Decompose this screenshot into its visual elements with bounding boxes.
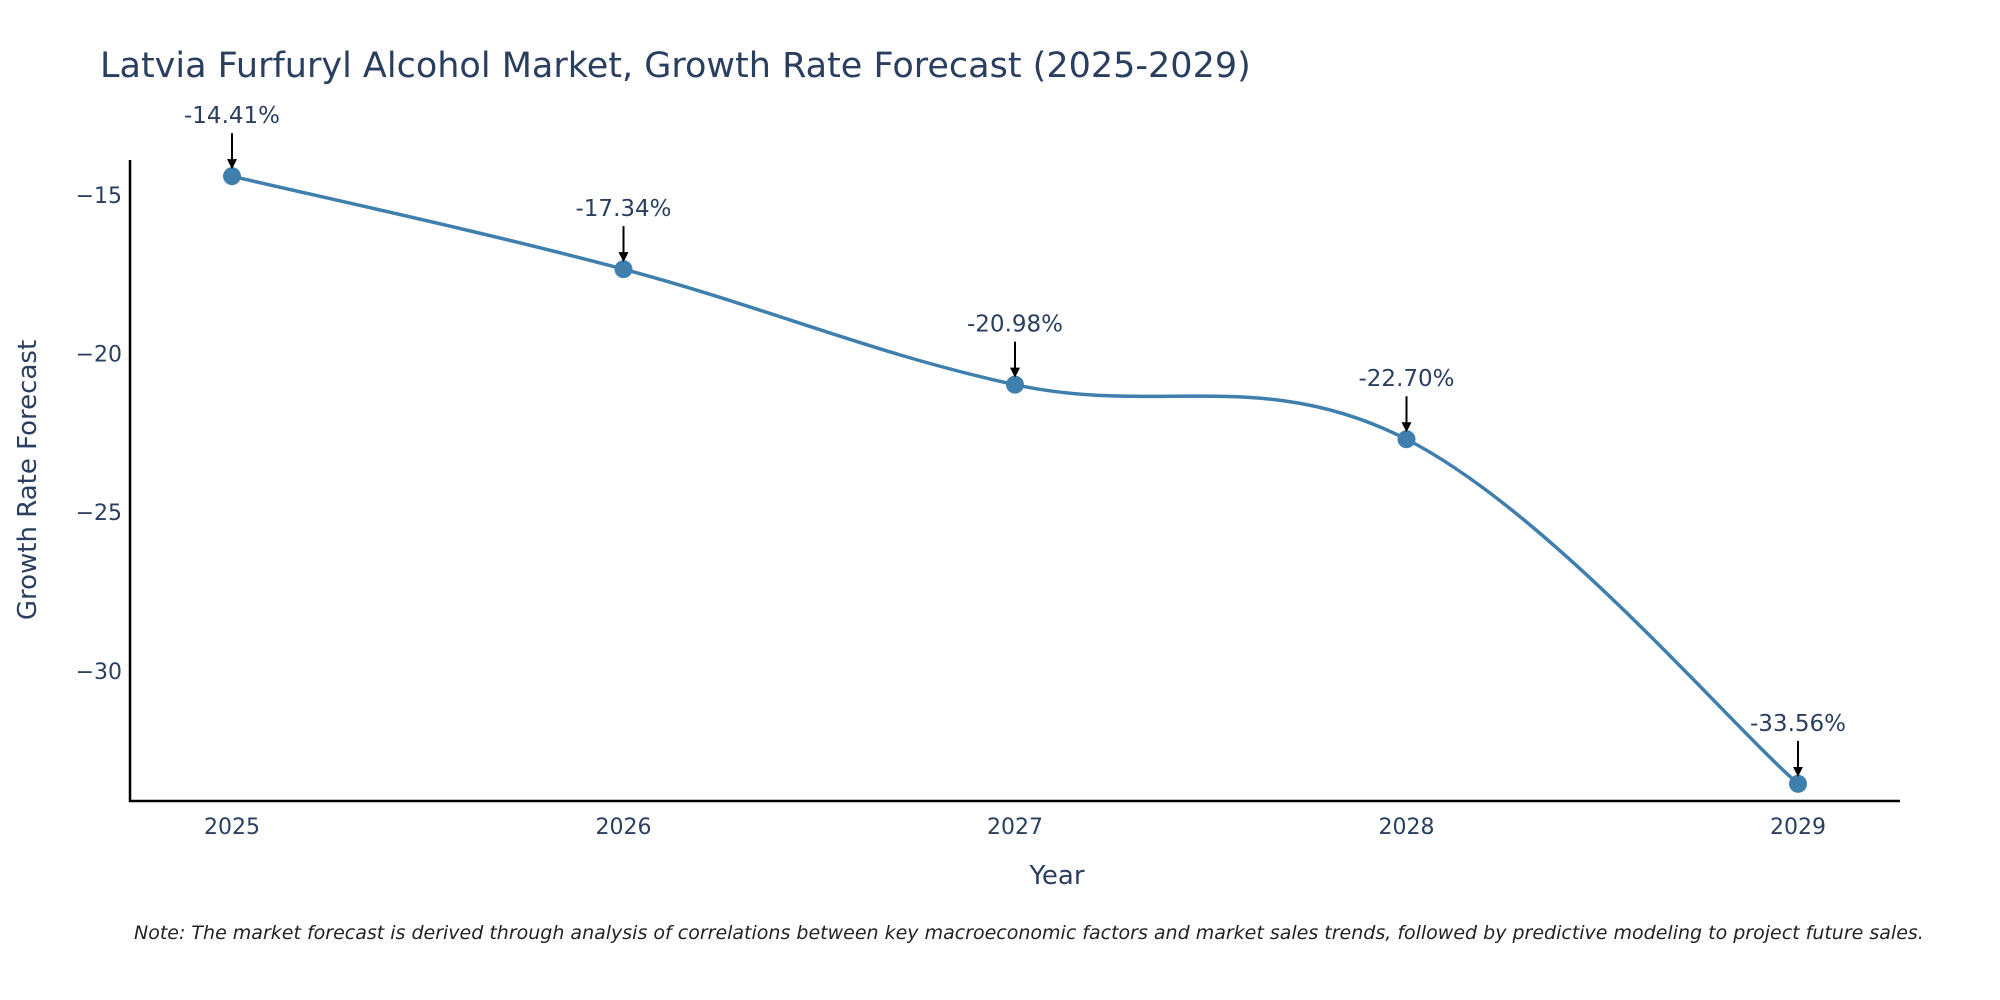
axes <box>128 160 1900 803</box>
data-label: -20.98% <box>967 312 1063 338</box>
data-point <box>1397 430 1416 449</box>
y-tick-label: −30 <box>76 660 122 685</box>
x-tick-label: 2027 <box>987 815 1043 840</box>
data-point <box>614 260 633 279</box>
x-tick-label: 2025 <box>204 815 260 840</box>
data-label: -14.41% <box>184 103 280 129</box>
y-tick-label: −25 <box>76 501 122 526</box>
data-point <box>1006 375 1024 394</box>
y-tick-label: −20 <box>76 343 122 368</box>
footnote: Note: The market forecast is derived thr… <box>134 922 1924 944</box>
chart-title: Latvia Furfuryl Alcohol Market, Growth R… <box>100 46 1251 86</box>
x-tick-label: 2028 <box>1379 815 1435 840</box>
data-label: -33.56% <box>1750 711 1846 737</box>
x-tick-label: 2029 <box>1770 815 1826 840</box>
y-tick-label: −15 <box>76 184 122 209</box>
data-labels: -14.41% -17.34% -20.98% -22.70% -33.56% <box>184 103 1846 777</box>
data-point <box>1789 774 1807 793</box>
ticks: −15 −20 −25 −30 2025 2026 2027 2028 2029 <box>76 184 1826 840</box>
data-point <box>223 167 241 186</box>
data-label: -17.34% <box>576 196 672 222</box>
y-axis-title: Growth Rate Forecast <box>13 340 43 620</box>
data-label: -22.70% <box>1359 366 1455 392</box>
x-axis-title: Year <box>1028 861 1084 891</box>
series-line <box>231 174 1800 786</box>
series <box>223 167 1807 793</box>
x-tick-label: 2026 <box>596 815 652 840</box>
